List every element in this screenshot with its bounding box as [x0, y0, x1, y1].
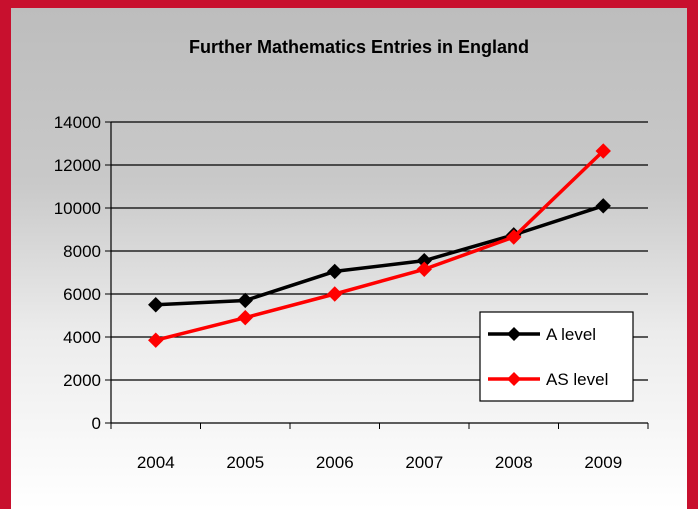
x-tick-label: 2004 — [137, 453, 175, 472]
legend-label: A level — [546, 325, 596, 344]
data-point — [595, 198, 611, 214]
series-line — [155, 204, 604, 307]
chart-panel — [11, 8, 687, 509]
legend-marker — [507, 372, 521, 386]
y-tick-label: 2000 — [63, 371, 101, 390]
data-point — [237, 309, 253, 326]
x-tick-label: 2005 — [226, 453, 264, 472]
data-point — [237, 292, 253, 309]
x-tick-label: 2006 — [316, 453, 354, 472]
chart-title: Further Mathematics Entries in England — [189, 37, 529, 57]
legend: A level AS level — [479, 311, 634, 402]
legend-marker — [507, 327, 521, 341]
series-as-level — [148, 143, 611, 348]
y-tick-label: 8000 — [63, 242, 101, 261]
data-point — [148, 297, 164, 313]
x-tick-label: 2007 — [405, 453, 443, 472]
legend-box — [479, 311, 634, 402]
y-tick-label: 6000 — [63, 285, 101, 304]
data-point — [595, 143, 611, 159]
data-point — [416, 261, 432, 277]
data-point — [327, 286, 343, 302]
gridlines — [111, 121, 648, 381]
data-point — [327, 263, 343, 280]
y-tick-label: 12000 — [54, 156, 101, 175]
series-line — [155, 149, 605, 342]
x-tick-label: 2009 — [584, 453, 622, 472]
y-tick-label: 0 — [92, 414, 101, 433]
series-group — [148, 143, 611, 348]
legend-label: AS level — [546, 370, 608, 389]
data-point — [506, 229, 522, 245]
data-point — [148, 332, 164, 348]
x-tick-label: 2008 — [495, 453, 533, 472]
axes: 0 2000 4000 6000 8000 10000 12000 14000 2004 2005… — [54, 113, 649, 472]
series-a-level — [148, 198, 611, 313]
y-tick-label: 14000 — [54, 113, 101, 132]
y-tick-label: 4000 — [63, 328, 101, 347]
y-tick-label: 10000 — [54, 199, 101, 218]
